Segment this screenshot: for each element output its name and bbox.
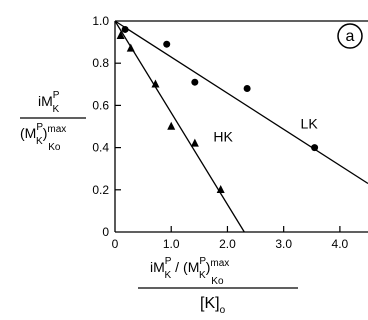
ticks: 0 1.0 2.0 3.0 4.0 0 0.2 0.4 0.6 0.8 1.0 <box>92 14 348 251</box>
hk-data-point <box>216 185 225 193</box>
lk-data-point <box>191 78 199 86</box>
x-label-top: iMP K/(MP K)max Ko <box>150 256 229 287</box>
x-label-bottom: [K]o <box>200 295 226 316</box>
hk-series-label: HK <box>213 128 233 144</box>
y-tick-label: 0 <box>102 225 109 239</box>
lk-series-label: LK <box>301 116 319 132</box>
x-tick-label: 0 <box>112 237 119 251</box>
y-axis-label: iMP K (MP K)max Ko <box>20 90 86 153</box>
panel-label-text: a <box>346 28 355 45</box>
lk-data-point <box>311 144 319 152</box>
x-tick-label: 1.0 <box>163 237 180 251</box>
hk-data-point <box>190 138 199 147</box>
x-tick-label: 4.0 <box>332 237 349 251</box>
hk-data-point <box>126 43 135 52</box>
y-label-numerator: iMP K <box>38 90 60 115</box>
series-labels: LK HK <box>213 116 318 145</box>
hk-fit-line <box>114 20 245 233</box>
panel-label: a <box>337 23 363 49</box>
y-tick-label: 0.2 <box>92 183 109 197</box>
y-tick-label: 1.0 <box>92 14 109 28</box>
hk-data-point <box>167 121 176 130</box>
y-label-denominator: (MP K)max Ko <box>20 122 66 153</box>
lk-fit-line <box>114 20 368 185</box>
data-markers <box>116 25 319 193</box>
hk-data-point <box>151 79 160 88</box>
y-tick-label: 0.8 <box>92 56 109 70</box>
panel-label-circle <box>337 23 363 49</box>
lk-data-point <box>243 85 251 93</box>
lk-data-point <box>163 40 171 48</box>
x-tick-label: 3.0 <box>275 237 292 251</box>
x-tick-label: 2.0 <box>219 237 236 251</box>
y-tick-label: 0.4 <box>92 141 109 155</box>
plot-frame <box>114 20 368 233</box>
x-axis-label: iMP K/(MP K)max Ko [K]o <box>138 256 298 316</box>
hk-data-point <box>116 30 125 39</box>
fit-lines <box>114 20 368 233</box>
y-tick-label: 0.6 <box>92 98 109 112</box>
lk-data-point <box>121 25 129 33</box>
